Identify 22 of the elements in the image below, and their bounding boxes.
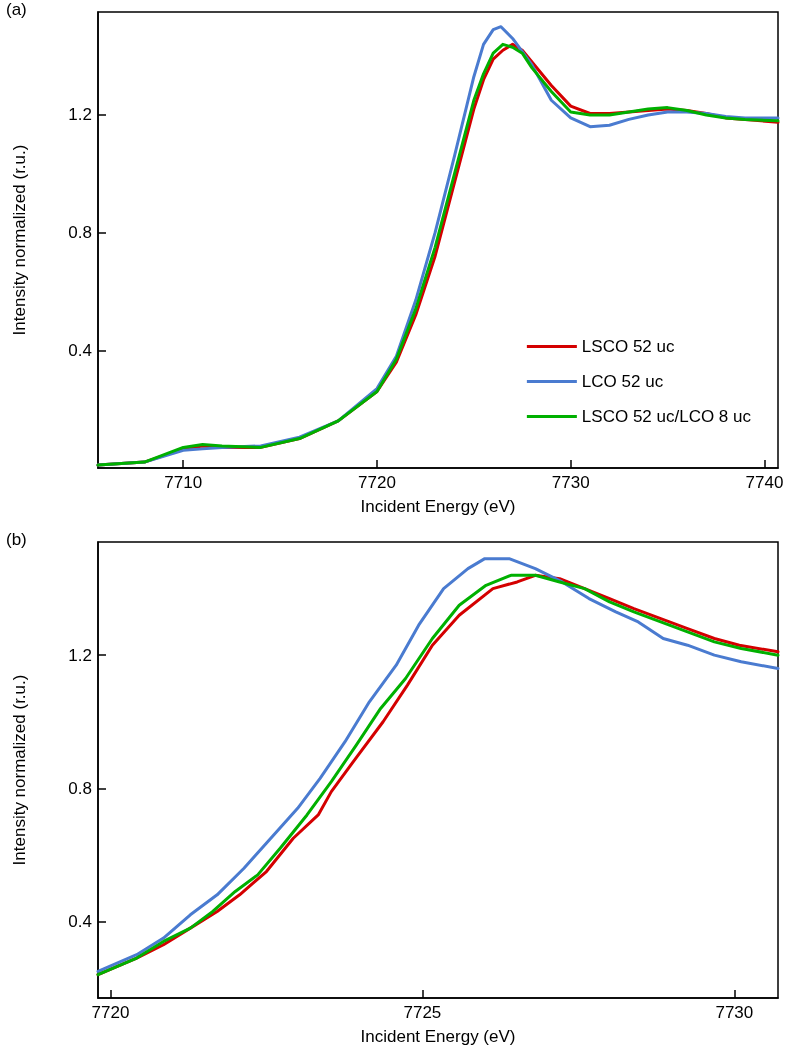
legend-label: LSCO 52 uc: [581, 337, 675, 356]
x-tick-label: 7730: [551, 473, 590, 492]
y-tick-label: 0.4: [68, 911, 92, 931]
y-axis-title: Intensity normalized (r.u.): [10, 144, 29, 336]
y-axis-title: Intensity normalized (r.u.): [10, 674, 29, 866]
y-tick-label: 0.4: [68, 340, 92, 360]
legend-label: LSCO 52 uc/LCO 8 uc: [581, 407, 752, 426]
x-tick-label: 7720: [91, 1003, 130, 1022]
y-tick-label: 1.2: [68, 105, 92, 125]
chart-title: (a): [6, 0, 27, 20]
x-tick-label: 7720: [358, 473, 396, 492]
y-tick-label: 0.8: [68, 223, 92, 243]
x-tick-label: 7710: [164, 473, 203, 492]
y-tick-label: 0.8: [68, 778, 92, 798]
x-tick-label: 7730: [715, 1003, 754, 1022]
x-axis-title: Incident Energy (eV): [360, 497, 516, 516]
chart-title: (b): [6, 530, 27, 550]
x-tick-label: 7725: [403, 1003, 442, 1022]
x-axis-title: Incident Energy (eV): [360, 1027, 516, 1046]
y-tick-label: 1.2: [68, 645, 92, 665]
x-tick-label: 7740: [745, 473, 784, 492]
legend-label: LCO 52 uc: [581, 372, 664, 391]
